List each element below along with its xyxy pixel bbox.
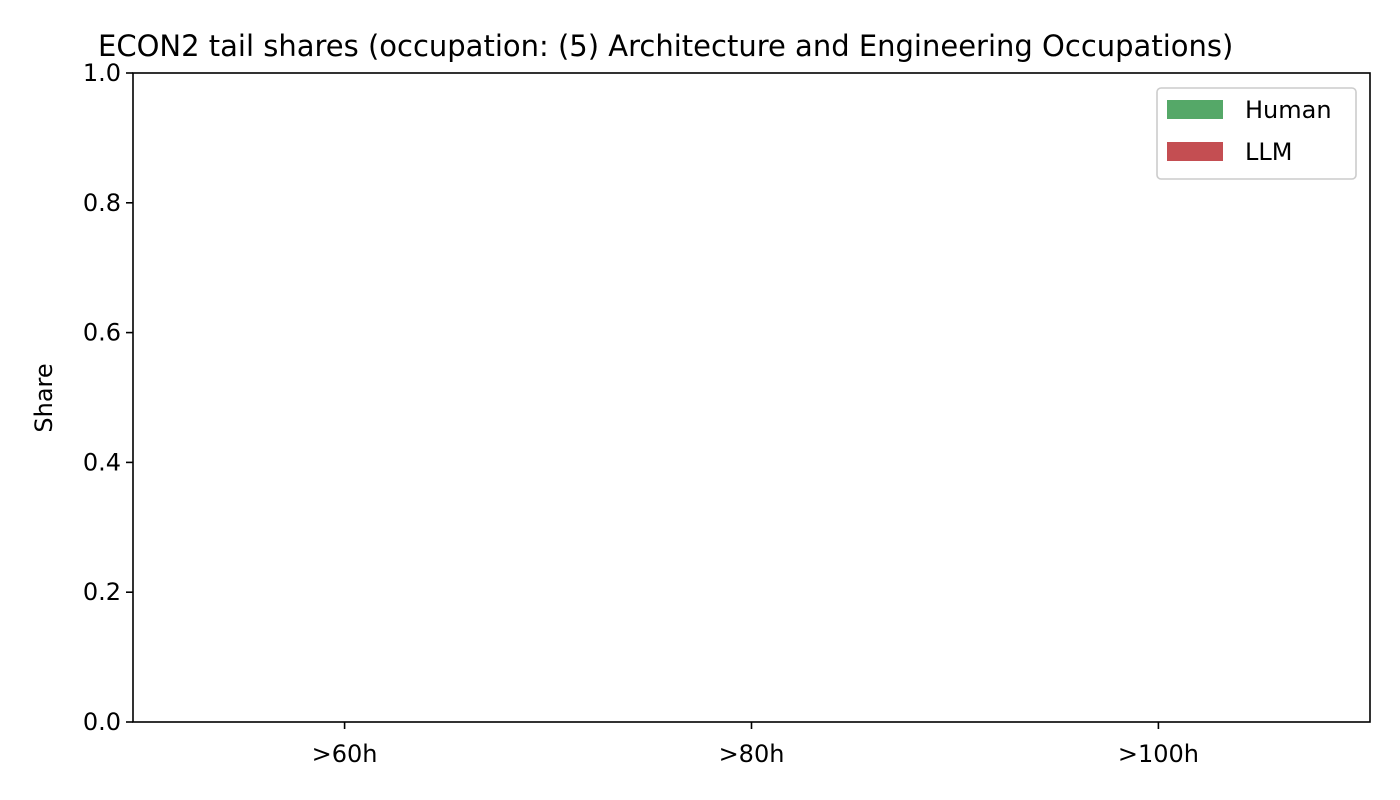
- plot-frame: [132, 72, 1371, 723]
- legend-items: Human LLM: [1167, 96, 1332, 166]
- legend-swatch-human: [1167, 100, 1223, 119]
- y-axis-ticks: 0.0 0.2 0.4 0.6 0.8 1.0: [83, 59, 133, 736]
- legend-swatch-llm: [1167, 142, 1223, 161]
- x-tick-label: >100h: [1118, 740, 1199, 768]
- x-tick-label: >80h: [719, 740, 785, 768]
- y-axis-label: Share: [30, 363, 58, 432]
- y-tick-label: 0.4: [83, 448, 121, 476]
- legend: Human LLM: [1156, 87, 1357, 180]
- y-tick-label: 0.6: [83, 319, 121, 347]
- y-tick-label: 0.8: [83, 189, 121, 217]
- y-tick-label: 0.0: [83, 708, 121, 736]
- y-axis-label-group: Share: [30, 363, 58, 432]
- y-tick-label: 0.2: [83, 578, 121, 606]
- legend-label-llm: LLM: [1245, 138, 1292, 166]
- x-tick-label: >60h: [312, 740, 378, 768]
- x-axis-ticks: >60h >80h >100h: [312, 722, 1199, 768]
- y-tick-label: 1.0: [83, 59, 121, 87]
- chart-title: ECON2 tail shares (occupation: (5) Archi…: [98, 29, 1233, 63]
- legend-label-human: Human: [1245, 96, 1332, 124]
